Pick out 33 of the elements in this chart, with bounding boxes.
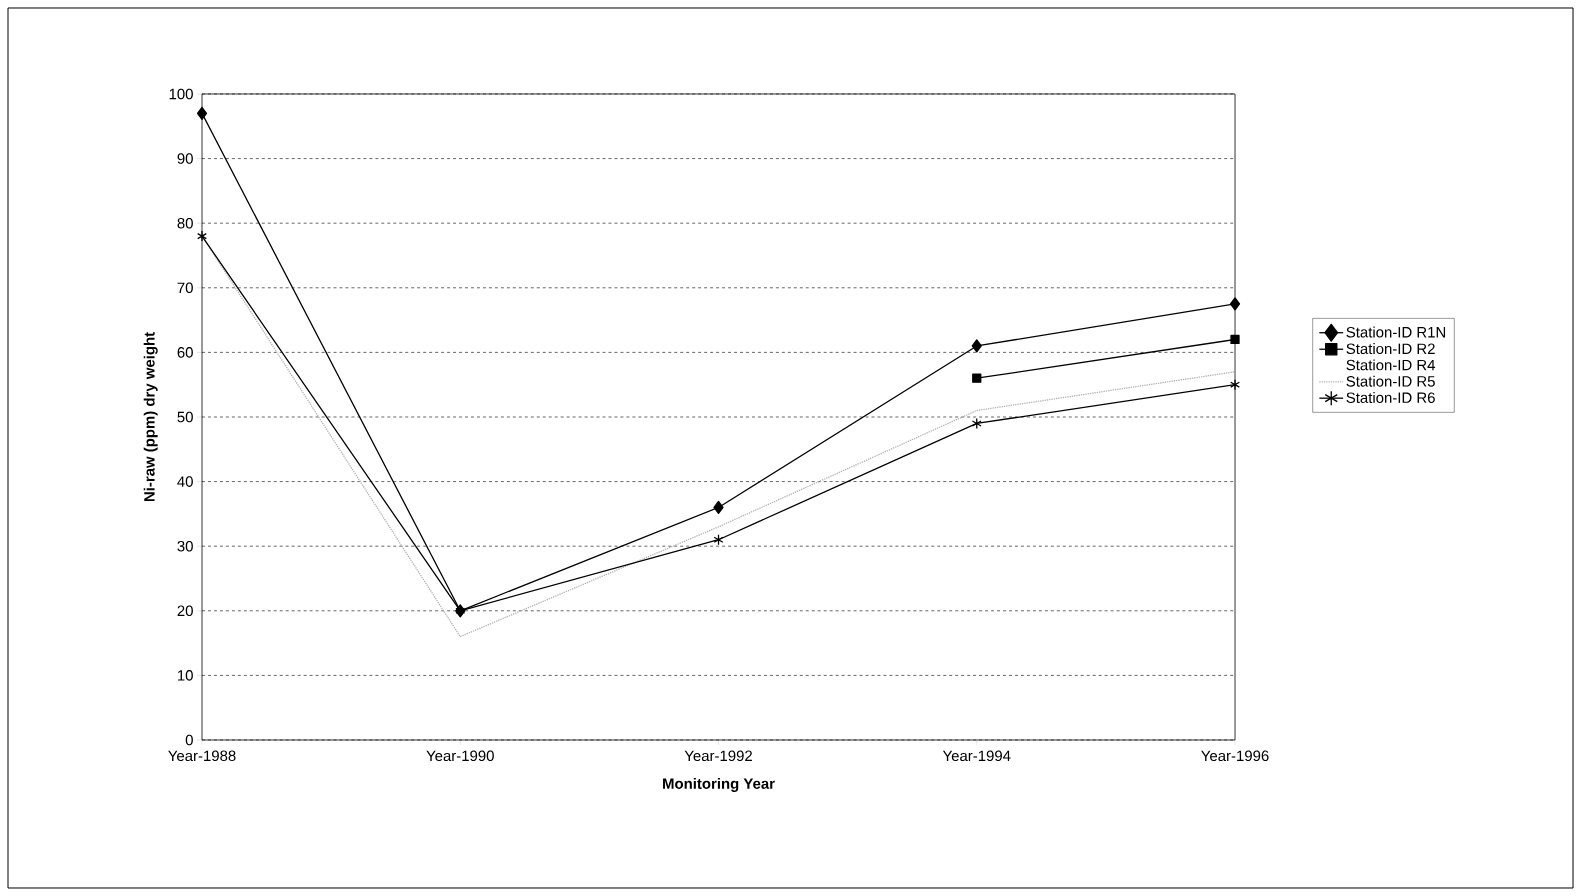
y-tick-label: 0	[185, 734, 193, 746]
y-tick-label: 30	[177, 540, 193, 552]
x-tick-label: Year-1990	[426, 750, 494, 762]
y-tick-label: 90	[177, 153, 193, 164]
legend-label: Station-ID R1N	[1346, 326, 1446, 338]
text: Station-ID R4	[1346, 359, 1436, 371]
point	[1230, 379, 1240, 391]
point	[1229, 297, 1241, 311]
point	[1230, 334, 1240, 345]
y-tick-label: 60	[177, 347, 193, 358]
legend-label: Station-ID R6	[1346, 392, 1435, 403]
y-axis-title: Ni-raw (ppm) dry weight	[143, 332, 158, 502]
y-tick-label: 100	[169, 88, 193, 100]
point	[971, 417, 982, 430]
x-tick-label: Year-1992	[684, 750, 752, 762]
point	[713, 534, 724, 546]
x-tick-label: Year-1996	[1201, 750, 1269, 762]
y-tick-label: 50	[177, 411, 193, 423]
legend-label: Station-ID R2	[1346, 343, 1435, 355]
x-axis-title: Monitoring Year	[663, 777, 775, 792]
point	[971, 339, 982, 353]
point	[196, 106, 208, 120]
y-tick-label: 20	[177, 605, 193, 617]
y-tick-label: 40	[177, 476, 193, 487]
y-tick-label: 70	[177, 282, 193, 294]
x-tick-label: Year-1994	[942, 750, 1011, 762]
x-tick-label: Year-1988	[168, 750, 236, 762]
point	[197, 230, 207, 242]
y-tick-label: 10	[178, 670, 193, 681]
legend-label: Station-ID R5	[1346, 375, 1435, 387]
point	[972, 373, 982, 383]
y-tick-label: 80	[177, 217, 193, 229]
point	[713, 500, 724, 515]
